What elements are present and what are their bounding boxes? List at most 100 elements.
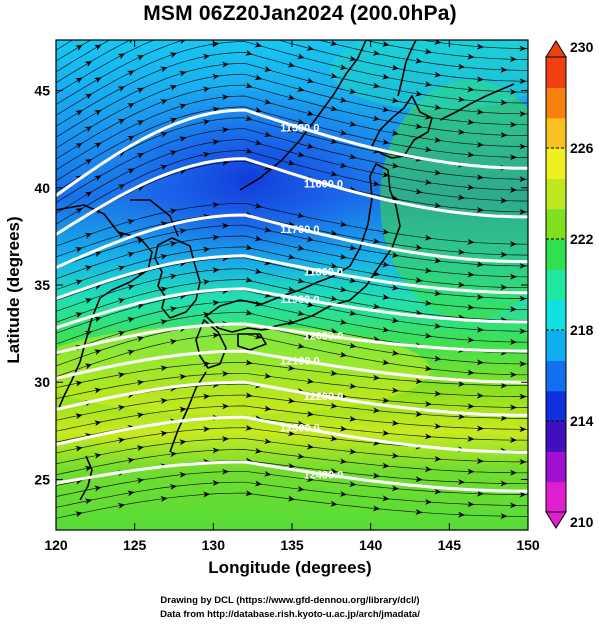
wind-arrow — [349, 448, 357, 455]
wind-arrow — [476, 174, 484, 181]
streamline — [56, 106, 528, 182]
colorbar-min-arrow — [545, 511, 567, 529]
wind-arrow — [117, 298, 126, 304]
wind-arrow — [212, 447, 220, 454]
wind-arrow — [84, 363, 93, 370]
wind-arrow — [127, 457, 135, 464]
wind-arrow — [117, 86, 126, 93]
wind-arrow — [264, 438, 272, 445]
contour-line — [56, 415, 528, 454]
wind-arrow — [349, 481, 357, 488]
wind-arrow — [476, 76, 484, 83]
wind-arrow — [330, 170, 338, 177]
wind-arrow — [467, 468, 475, 475]
wind-arrow — [160, 132, 168, 138]
streamline — [56, 41, 528, 116]
contour-line — [56, 322, 528, 355]
wind-arrow — [434, 488, 442, 495]
wind-arrow — [254, 74, 263, 81]
wind-arrow — [75, 110, 83, 117]
wind-arrow — [519, 328, 527, 335]
wind-arrow — [391, 162, 399, 169]
wind-arrow — [382, 8, 390, 15]
wind-arrow — [476, 293, 484, 300]
wind-arrow — [306, 334, 314, 340]
wind-arrow — [221, 222, 230, 229]
x-tick-label: 125 — [123, 537, 147, 553]
colorbar-segment — [546, 481, 566, 513]
wind-arrow — [391, 64, 399, 71]
wind-arrow — [297, 342, 305, 349]
wind-arrow — [330, 468, 338, 475]
wind-arrow — [330, 500, 338, 507]
wind-arrow — [415, 476, 423, 483]
wind-arrow — [127, 349, 135, 356]
wind-arrow — [222, 468, 230, 475]
wind-arrow — [117, 404, 126, 411]
wind-arrow — [467, 501, 475, 508]
colorbar-frame — [545, 56, 567, 513]
wind-arrow — [330, 402, 338, 409]
contour-line — [56, 349, 528, 384]
colorbar-segment — [546, 299, 566, 331]
colorbar-segment — [546, 390, 566, 422]
wind-arrow — [136, 303, 145, 310]
wind-arrow — [382, 106, 390, 113]
contour-label: 11700.0 — [280, 224, 319, 236]
streamline — [56, 40, 528, 84]
wind-arrow — [160, 0, 169, 7]
wind-arrow — [202, 151, 211, 158]
wind-arrow — [136, 120, 145, 127]
wind-arrow — [84, 498, 93, 505]
wind-arrow — [245, 424, 253, 431]
wind-arrow — [75, 511, 83, 518]
streamline — [56, 449, 528, 476]
wind-arrow — [415, 90, 423, 97]
wind-arrow — [221, 94, 230, 101]
wind-arrow — [127, 219, 135, 225]
wind-arrow — [372, 49, 381, 56]
wind-arrow — [254, 333, 263, 340]
wind-arrow — [169, 339, 178, 345]
wind-arrow — [203, 20, 211, 27]
wind-arrow — [169, 150, 178, 157]
wind-arrow — [415, 57, 423, 64]
wind-arrow — [160, 319, 168, 326]
wind-arrow — [500, 132, 508, 139]
wind-arrow — [424, 365, 432, 372]
wind-arrow — [94, 349, 102, 356]
wind-arrow — [160, 398, 168, 404]
wind-arrow — [245, 392, 253, 399]
wind-arrow — [94, 420, 102, 427]
wind-arrow — [519, 110, 527, 117]
wind-arrow — [84, 191, 93, 198]
wind-arrow — [264, 372, 272, 379]
contour-line — [56, 108, 528, 197]
colorbar-tick-label: 226 — [570, 140, 594, 156]
wind-arrow — [391, 387, 399, 394]
colorbar-segment — [546, 148, 566, 179]
wind-arrow — [136, 87, 145, 94]
streamline — [56, 268, 528, 312]
contour-line — [56, 157, 528, 236]
wind-arrow — [127, 168, 135, 175]
wind-arrow — [127, 103, 135, 109]
wind-arrow — [306, 301, 314, 308]
wind-arrow — [287, 159, 296, 166]
wind-arrow — [415, 508, 423, 515]
coastline-japan-honshu — [205, 163, 401, 333]
wind-arrow — [94, 44, 102, 51]
wind-arrow — [424, 146, 432, 153]
x-tick-label: 150 — [516, 537, 540, 553]
wind-arrow — [94, 387, 102, 394]
wind-arrow — [457, 63, 466, 70]
wind-arrow — [330, 295, 338, 302]
x-tick-label: 145 — [438, 537, 462, 553]
wind-arrow — [424, 48, 432, 55]
wind-arrow — [519, 393, 527, 400]
wind-arrow — [202, 86, 211, 93]
wind-arrow — [476, 359, 484, 366]
wind-arrow — [264, 226, 272, 233]
streamline — [56, 62, 528, 138]
wind-arrow — [349, 23, 357, 30]
